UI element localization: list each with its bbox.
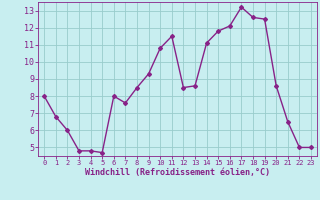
X-axis label: Windchill (Refroidissement éolien,°C): Windchill (Refroidissement éolien,°C) (85, 168, 270, 177)
